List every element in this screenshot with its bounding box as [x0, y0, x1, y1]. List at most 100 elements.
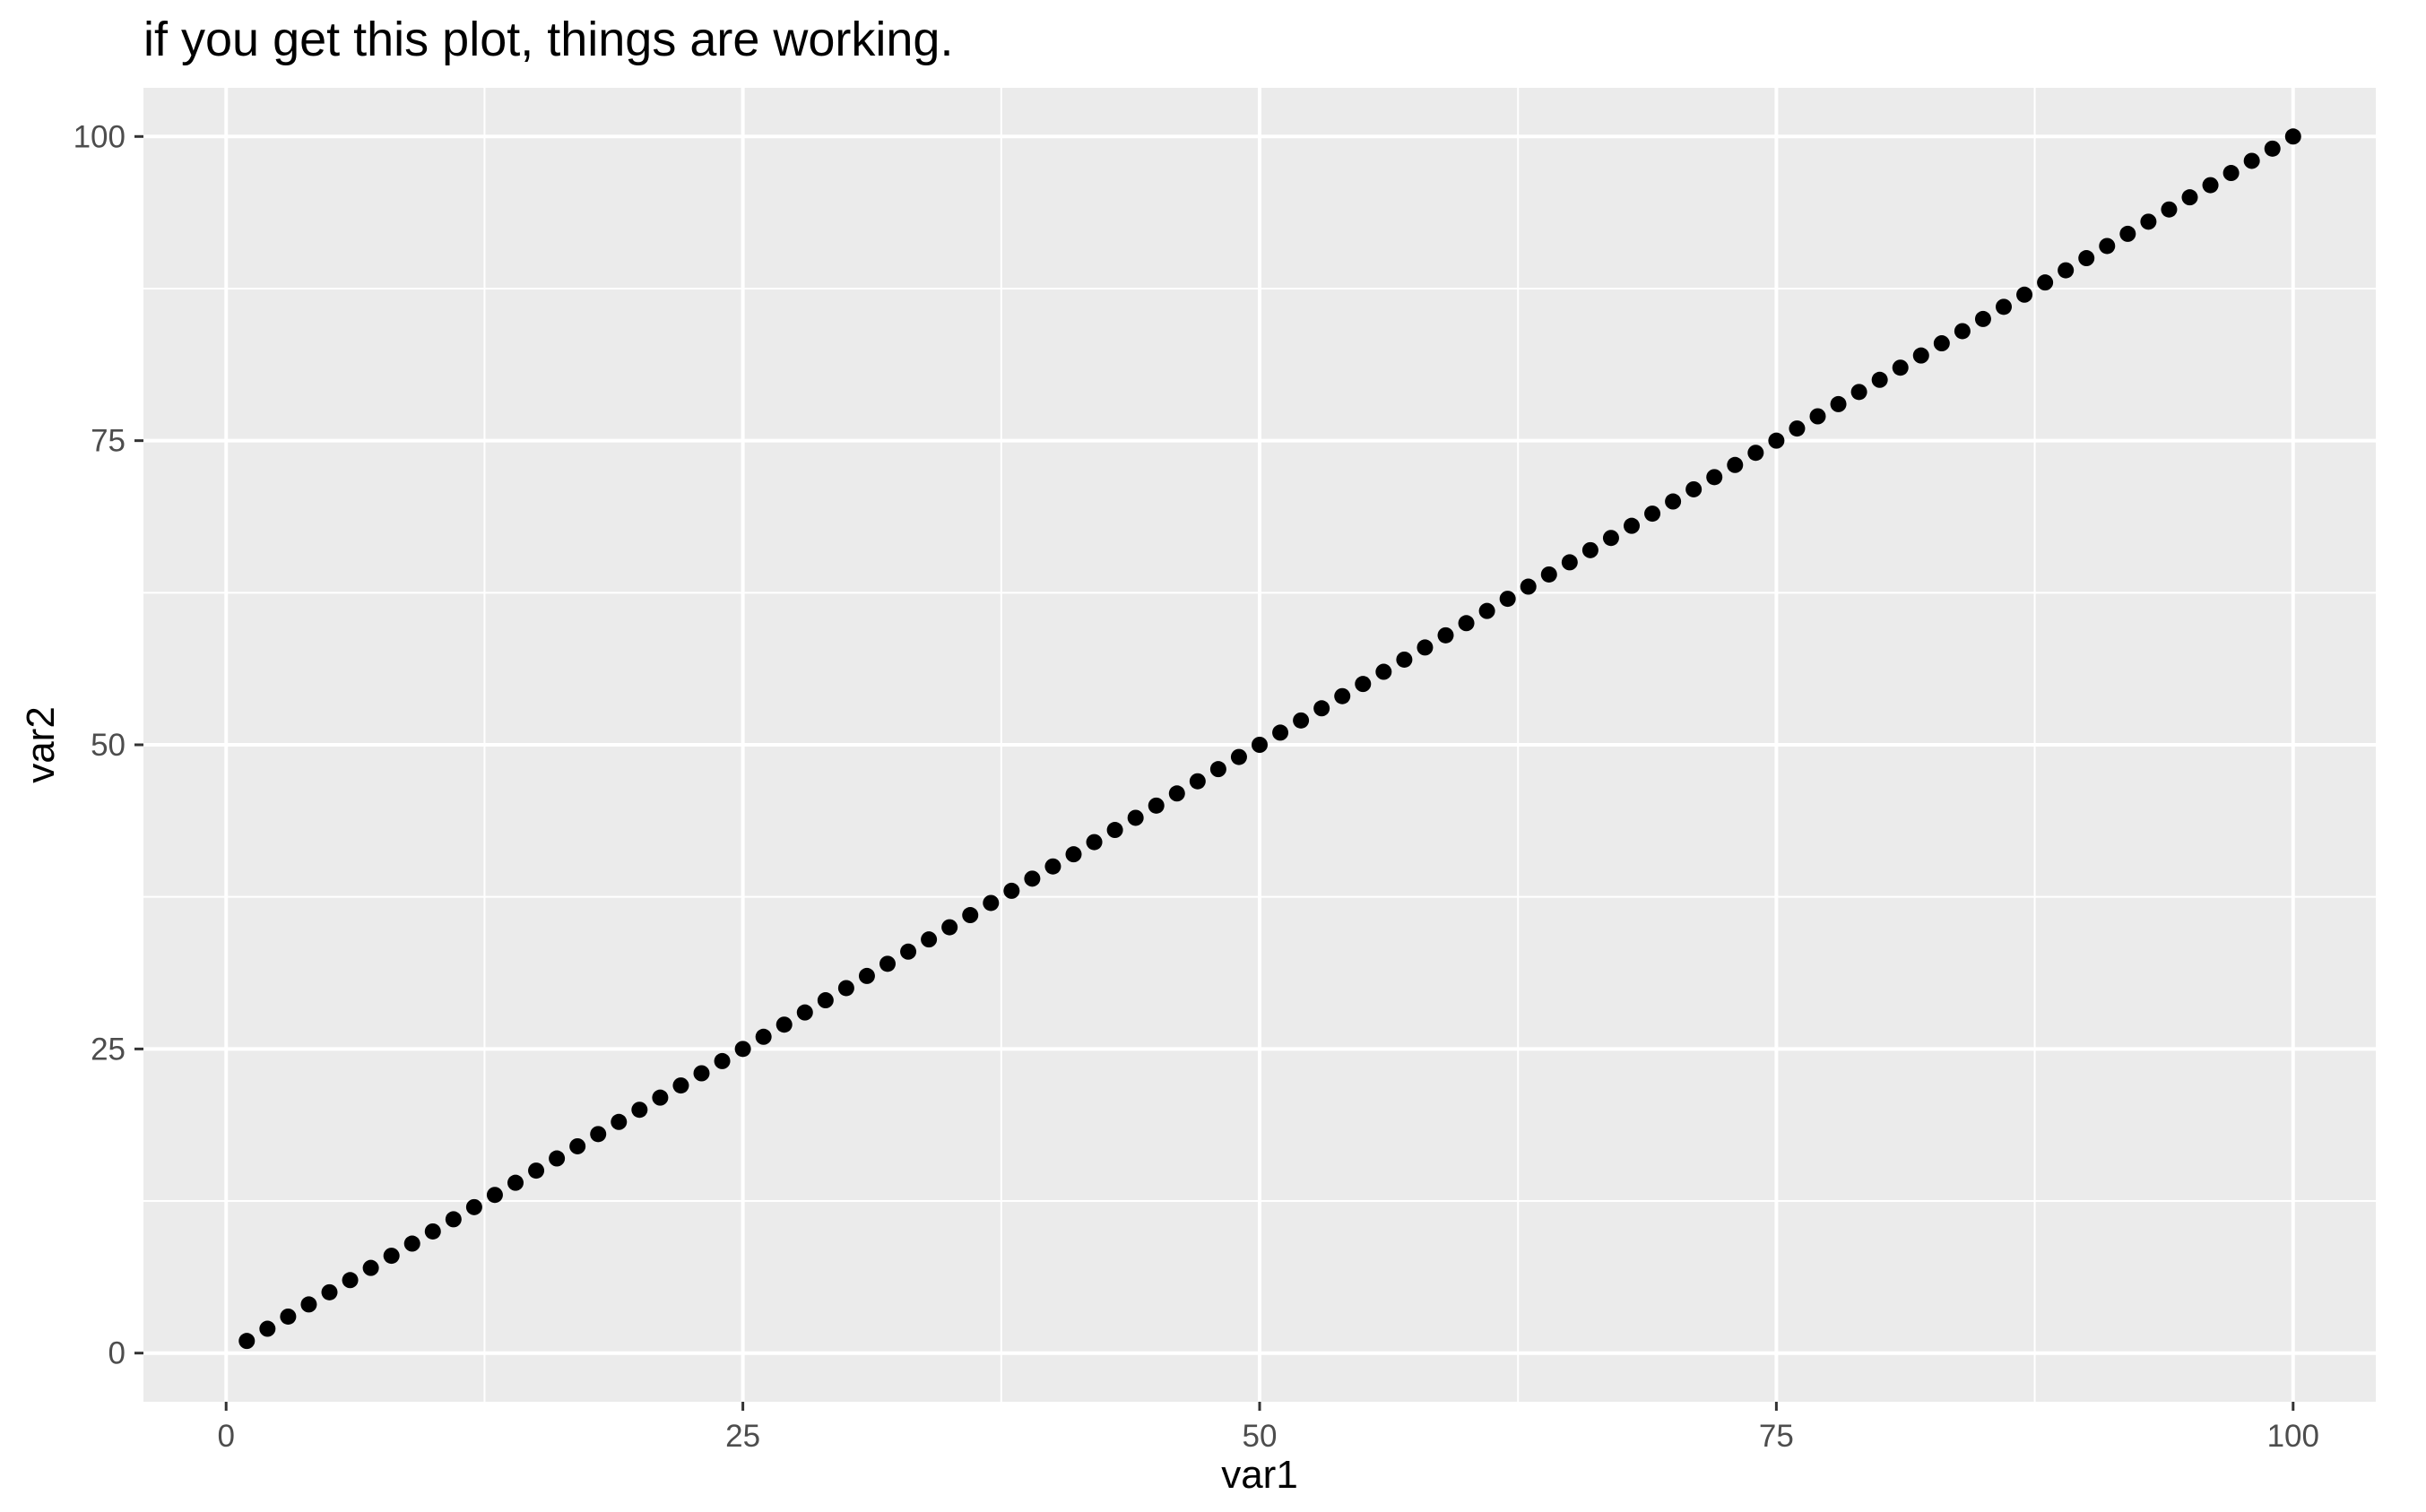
data-point — [2202, 177, 2219, 194]
data-point — [1355, 676, 1372, 693]
x-tick-label: 50 — [1243, 1419, 1278, 1454]
data-point — [1209, 761, 1226, 778]
x-tick-label: 0 — [217, 1419, 234, 1454]
data-point — [1396, 651, 1413, 668]
x-tick-label: 25 — [725, 1419, 760, 1454]
data-point — [2119, 225, 2136, 242]
data-point — [1685, 480, 1703, 497]
chart-title: if you get this plot, things are working… — [143, 13, 953, 66]
data-point — [1458, 615, 1475, 632]
data-point — [259, 1320, 276, 1337]
data-point — [858, 967, 875, 984]
data-point — [238, 1333, 256, 1350]
data-point — [652, 1089, 669, 1106]
data-point — [1850, 384, 1867, 401]
data-point — [445, 1211, 462, 1228]
data-point — [2222, 165, 2240, 182]
data-point — [879, 955, 896, 972]
x-tick-label: 100 — [2267, 1419, 2319, 1454]
data-point — [1520, 578, 1537, 595]
data-point — [631, 1102, 648, 1119]
data-point — [1313, 700, 1330, 717]
data-point — [321, 1283, 338, 1300]
data-point — [1996, 298, 2012, 315]
data-point — [1581, 541, 1599, 558]
data-point — [2037, 274, 2054, 291]
data-point — [1912, 347, 1929, 364]
data-point — [549, 1150, 566, 1167]
data-point — [921, 931, 938, 948]
data-point — [775, 1016, 793, 1033]
data-point — [1954, 323, 1971, 340]
data-point — [403, 1235, 420, 1252]
data-point — [342, 1272, 359, 1289]
data-point — [1789, 420, 1806, 437]
x-axis: 0 25 50 75 100 — [217, 1402, 2319, 1454]
data-point — [1768, 432, 1785, 449]
data-point — [1706, 469, 1723, 486]
data-point — [383, 1248, 400, 1265]
y-axis: 0 25 50 75 100 — [74, 119, 143, 1371]
data-point — [1417, 639, 1434, 656]
data-point — [1830, 395, 1847, 412]
y-tick-label: 75 — [91, 424, 126, 459]
data-point — [1478, 602, 1495, 619]
data-point — [1561, 554, 1578, 571]
data-point — [1375, 663, 1392, 680]
data-point — [528, 1162, 545, 1179]
y-tick-label: 50 — [91, 728, 126, 763]
x-tick-label: 75 — [1759, 1419, 1794, 1454]
data-points — [238, 128, 2301, 1350]
data-point — [693, 1065, 710, 1082]
data-point — [2161, 201, 2178, 218]
data-point — [755, 1028, 772, 1045]
data-point — [1644, 505, 1661, 523]
data-point — [1086, 834, 1103, 851]
data-point — [1933, 335, 1950, 352]
data-point — [507, 1174, 524, 1191]
data-point — [1437, 626, 1454, 644]
data-point — [1892, 359, 1909, 376]
data-point — [1272, 724, 1289, 741]
data-point — [1106, 822, 1123, 839]
data-point — [590, 1126, 607, 1143]
data-point — [2099, 238, 2116, 255]
data-point — [1602, 530, 1619, 547]
data-point — [1230, 748, 1247, 765]
data-point — [941, 919, 958, 936]
data-point — [362, 1259, 379, 1276]
data-point — [672, 1077, 689, 1094]
data-point — [796, 1004, 813, 1021]
data-point — [837, 980, 854, 997]
data-point — [300, 1296, 317, 1313]
data-point — [1127, 809, 1144, 826]
data-point — [2078, 250, 2095, 267]
data-point — [962, 907, 979, 924]
data-point — [2181, 189, 2198, 206]
data-point — [1974, 310, 1991, 327]
data-point — [817, 992, 834, 1009]
data-point — [1044, 858, 1061, 875]
data-point — [1189, 773, 1206, 790]
data-point — [611, 1113, 628, 1130]
data-point — [1747, 445, 1764, 462]
x-axis-title: var1 — [1221, 1453, 1298, 1497]
data-point — [1334, 687, 1351, 704]
data-point — [2140, 213, 2157, 230]
data-point — [486, 1187, 503, 1204]
data-point — [2016, 286, 2033, 303]
data-point — [1168, 785, 1185, 802]
data-point — [983, 894, 1000, 912]
data-point — [714, 1052, 731, 1069]
data-point — [1499, 591, 1516, 608]
data-point — [900, 943, 917, 960]
data-point — [1252, 737, 1268, 753]
y-tick-label: 25 — [91, 1032, 126, 1067]
data-point — [1293, 712, 1310, 729]
data-point — [2284, 128, 2301, 145]
data-point — [569, 1137, 586, 1154]
data-point — [1024, 870, 1041, 887]
data-point — [1727, 456, 1744, 473]
data-point — [1148, 797, 1165, 814]
